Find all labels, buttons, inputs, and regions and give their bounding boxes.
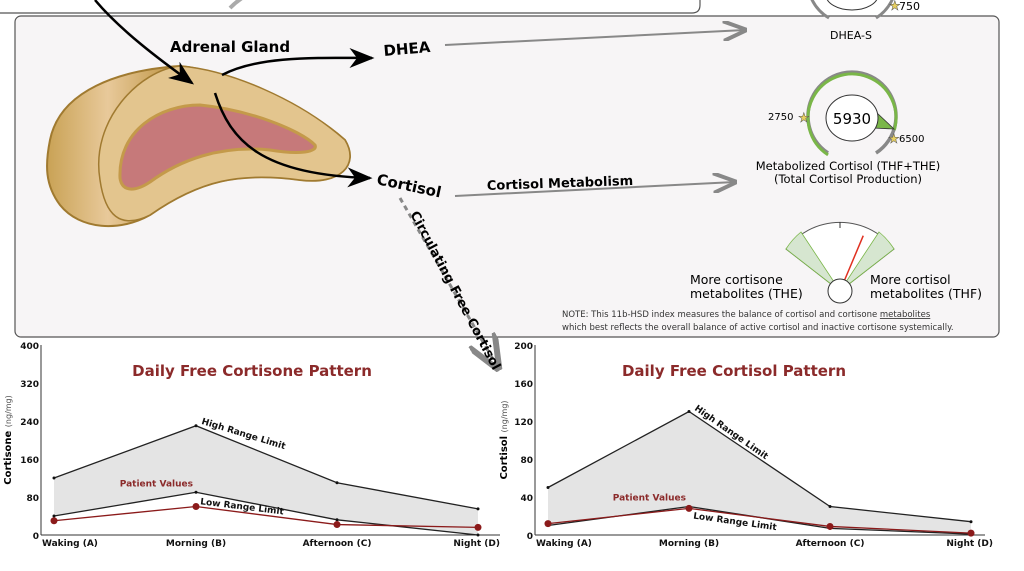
cortisol-gauge-low-label: 2750 xyxy=(768,112,793,123)
y-tick-label: 80 xyxy=(26,494,39,504)
patient-value-point xyxy=(333,521,341,529)
cortisone-chart: 0 80 160 240 320 400 Waking (A) Morning (B) Afte… xyxy=(3,342,500,549)
y-axis-label: Cortisone (ng/mg) xyxy=(3,395,14,485)
x-tick-label: Night (D) xyxy=(946,539,993,549)
y-tick-label: 400 xyxy=(20,342,39,352)
circulating-arrow xyxy=(398,197,498,368)
note-text: NOTE: This 11b-HSD index measures the ba… xyxy=(562,310,880,320)
y-tick-label: 160 xyxy=(514,380,533,390)
y-tick-label: 160 xyxy=(20,456,39,466)
ratio-right-label-2: metabolites (THF) xyxy=(870,286,982,301)
patient-value-point xyxy=(685,504,693,512)
top-panel-edge xyxy=(0,0,701,14)
y-axis-unit: (ng/mg) xyxy=(500,400,509,432)
normal-range-band xyxy=(548,411,971,535)
y-tick-label: 320 xyxy=(20,380,39,390)
adrenal-gland-label: Adrenal Gland xyxy=(170,38,290,56)
note-line-2: which best reflects the overall balance … xyxy=(562,323,954,333)
low-range-line xyxy=(53,491,479,536)
high-range-line xyxy=(547,410,972,523)
x-tick-label: Morning (B) xyxy=(659,539,719,549)
high-range-point xyxy=(335,481,339,485)
top-arc-fragment xyxy=(228,0,243,10)
star-icon: ★ xyxy=(888,132,900,147)
star-icon: ★ xyxy=(889,0,901,14)
y-tick-label: 40 xyxy=(520,494,533,504)
metabolism-arrow xyxy=(454,182,735,197)
y-axis-label: Cortisol (ng/mg) xyxy=(499,400,510,479)
dhea-label: DHEA xyxy=(383,38,432,60)
patient-values-line xyxy=(53,505,479,529)
y-tick-label: 120 xyxy=(514,418,533,428)
y-tick-label: 200 xyxy=(514,342,533,352)
input-arrow xyxy=(94,0,195,85)
normal-range-band xyxy=(54,425,478,535)
ratio-left-label-1: More cortisone xyxy=(690,272,783,287)
y-tick-label: 80 xyxy=(520,456,533,466)
cortisol-gauge-title-1: Metabolized Cortisol (THF+THE) xyxy=(756,159,941,173)
adrenal-gland-illustration xyxy=(46,64,351,228)
x-tick-label: Waking (A) xyxy=(536,539,592,549)
cortisol-chart: 0 40 80 120 160 200 Waking (A) Morning (B) After… xyxy=(499,342,993,549)
high-range-point xyxy=(828,505,832,508)
cortisol-gauge-high-label: 6500 xyxy=(899,134,924,145)
x-tick-label: Morning (B) xyxy=(166,539,226,549)
cortisol-gauge-title-2: (Total Cortisol Production) xyxy=(774,172,922,186)
patient-value-point xyxy=(544,520,552,528)
y-axis-unit: (ng/mg) xyxy=(4,395,13,427)
cortisol-production-gauge: 5930 ★ ★ 2750 6500 Metabolized Cortisol … xyxy=(756,70,941,186)
patient-value-point xyxy=(967,529,975,537)
cortisol-gauge-value: 5930 xyxy=(833,110,871,128)
cortisol-arrow xyxy=(213,92,373,188)
patient-value-point xyxy=(474,523,482,531)
high-range-point xyxy=(52,476,56,480)
patient-values-label: Patient Values xyxy=(613,494,686,504)
patient-value-point xyxy=(50,517,58,525)
patient-values-label: Patient Values xyxy=(120,479,193,489)
patient-value-point xyxy=(192,503,200,510)
y-tick-label: 0 xyxy=(33,532,39,542)
chart-title: Daily Free Cortisol Pattern xyxy=(622,362,846,380)
y-tick-label: 240 xyxy=(20,418,39,428)
high-range-point xyxy=(546,486,550,489)
dhea-high-label: 750 xyxy=(899,0,920,13)
patient-values-line xyxy=(547,507,972,534)
note-metabolites-link[interactable]: metabolites xyxy=(880,310,931,320)
x-tick-label: Afternoon (C) xyxy=(796,539,865,549)
x-tick-label: Night (D) xyxy=(453,539,500,549)
high-range-point xyxy=(687,410,691,413)
dhea-s-title: DHEA-S xyxy=(830,29,872,42)
y-axis-title: Cortisone xyxy=(3,427,14,485)
high-range-point xyxy=(194,424,198,428)
hsd-ratio-gauge: More cortisone metabolites (THE) More co… xyxy=(690,221,982,304)
dhea-arrow xyxy=(221,47,375,77)
cortisol-metabolism-label: Cortisol Metabolism xyxy=(487,174,634,194)
dhea-s-gauge: ★ 750 DHEA-S xyxy=(810,0,920,42)
low-range-point xyxy=(194,490,198,494)
high-range-point xyxy=(969,520,973,524)
patient-value-point xyxy=(826,522,834,530)
star-icon: ★ xyxy=(798,111,810,126)
dhea-to-gauge-arrow xyxy=(444,30,745,46)
high-range-line xyxy=(53,425,479,510)
low-range-point xyxy=(52,514,56,518)
note-line-1: NOTE: This 11b-HSD index measures the ba… xyxy=(562,310,931,320)
chart-title: Daily Free Cortisone Pattern xyxy=(132,362,372,380)
low-range-point xyxy=(476,533,480,537)
low-range-point xyxy=(335,518,339,522)
ratio-left-label-2: metabolites (THE) xyxy=(690,286,803,301)
y-tick-label: 0 xyxy=(527,532,533,542)
y-axis-title: Cortisol xyxy=(499,432,510,479)
x-tick-label: Waking (A) xyxy=(42,539,98,549)
gauge-fill-arc xyxy=(806,72,898,157)
high-range-point xyxy=(476,507,480,511)
ratio-right-label-1: More cortisol xyxy=(870,272,951,287)
x-tick-label: Afternoon (C) xyxy=(303,539,372,549)
